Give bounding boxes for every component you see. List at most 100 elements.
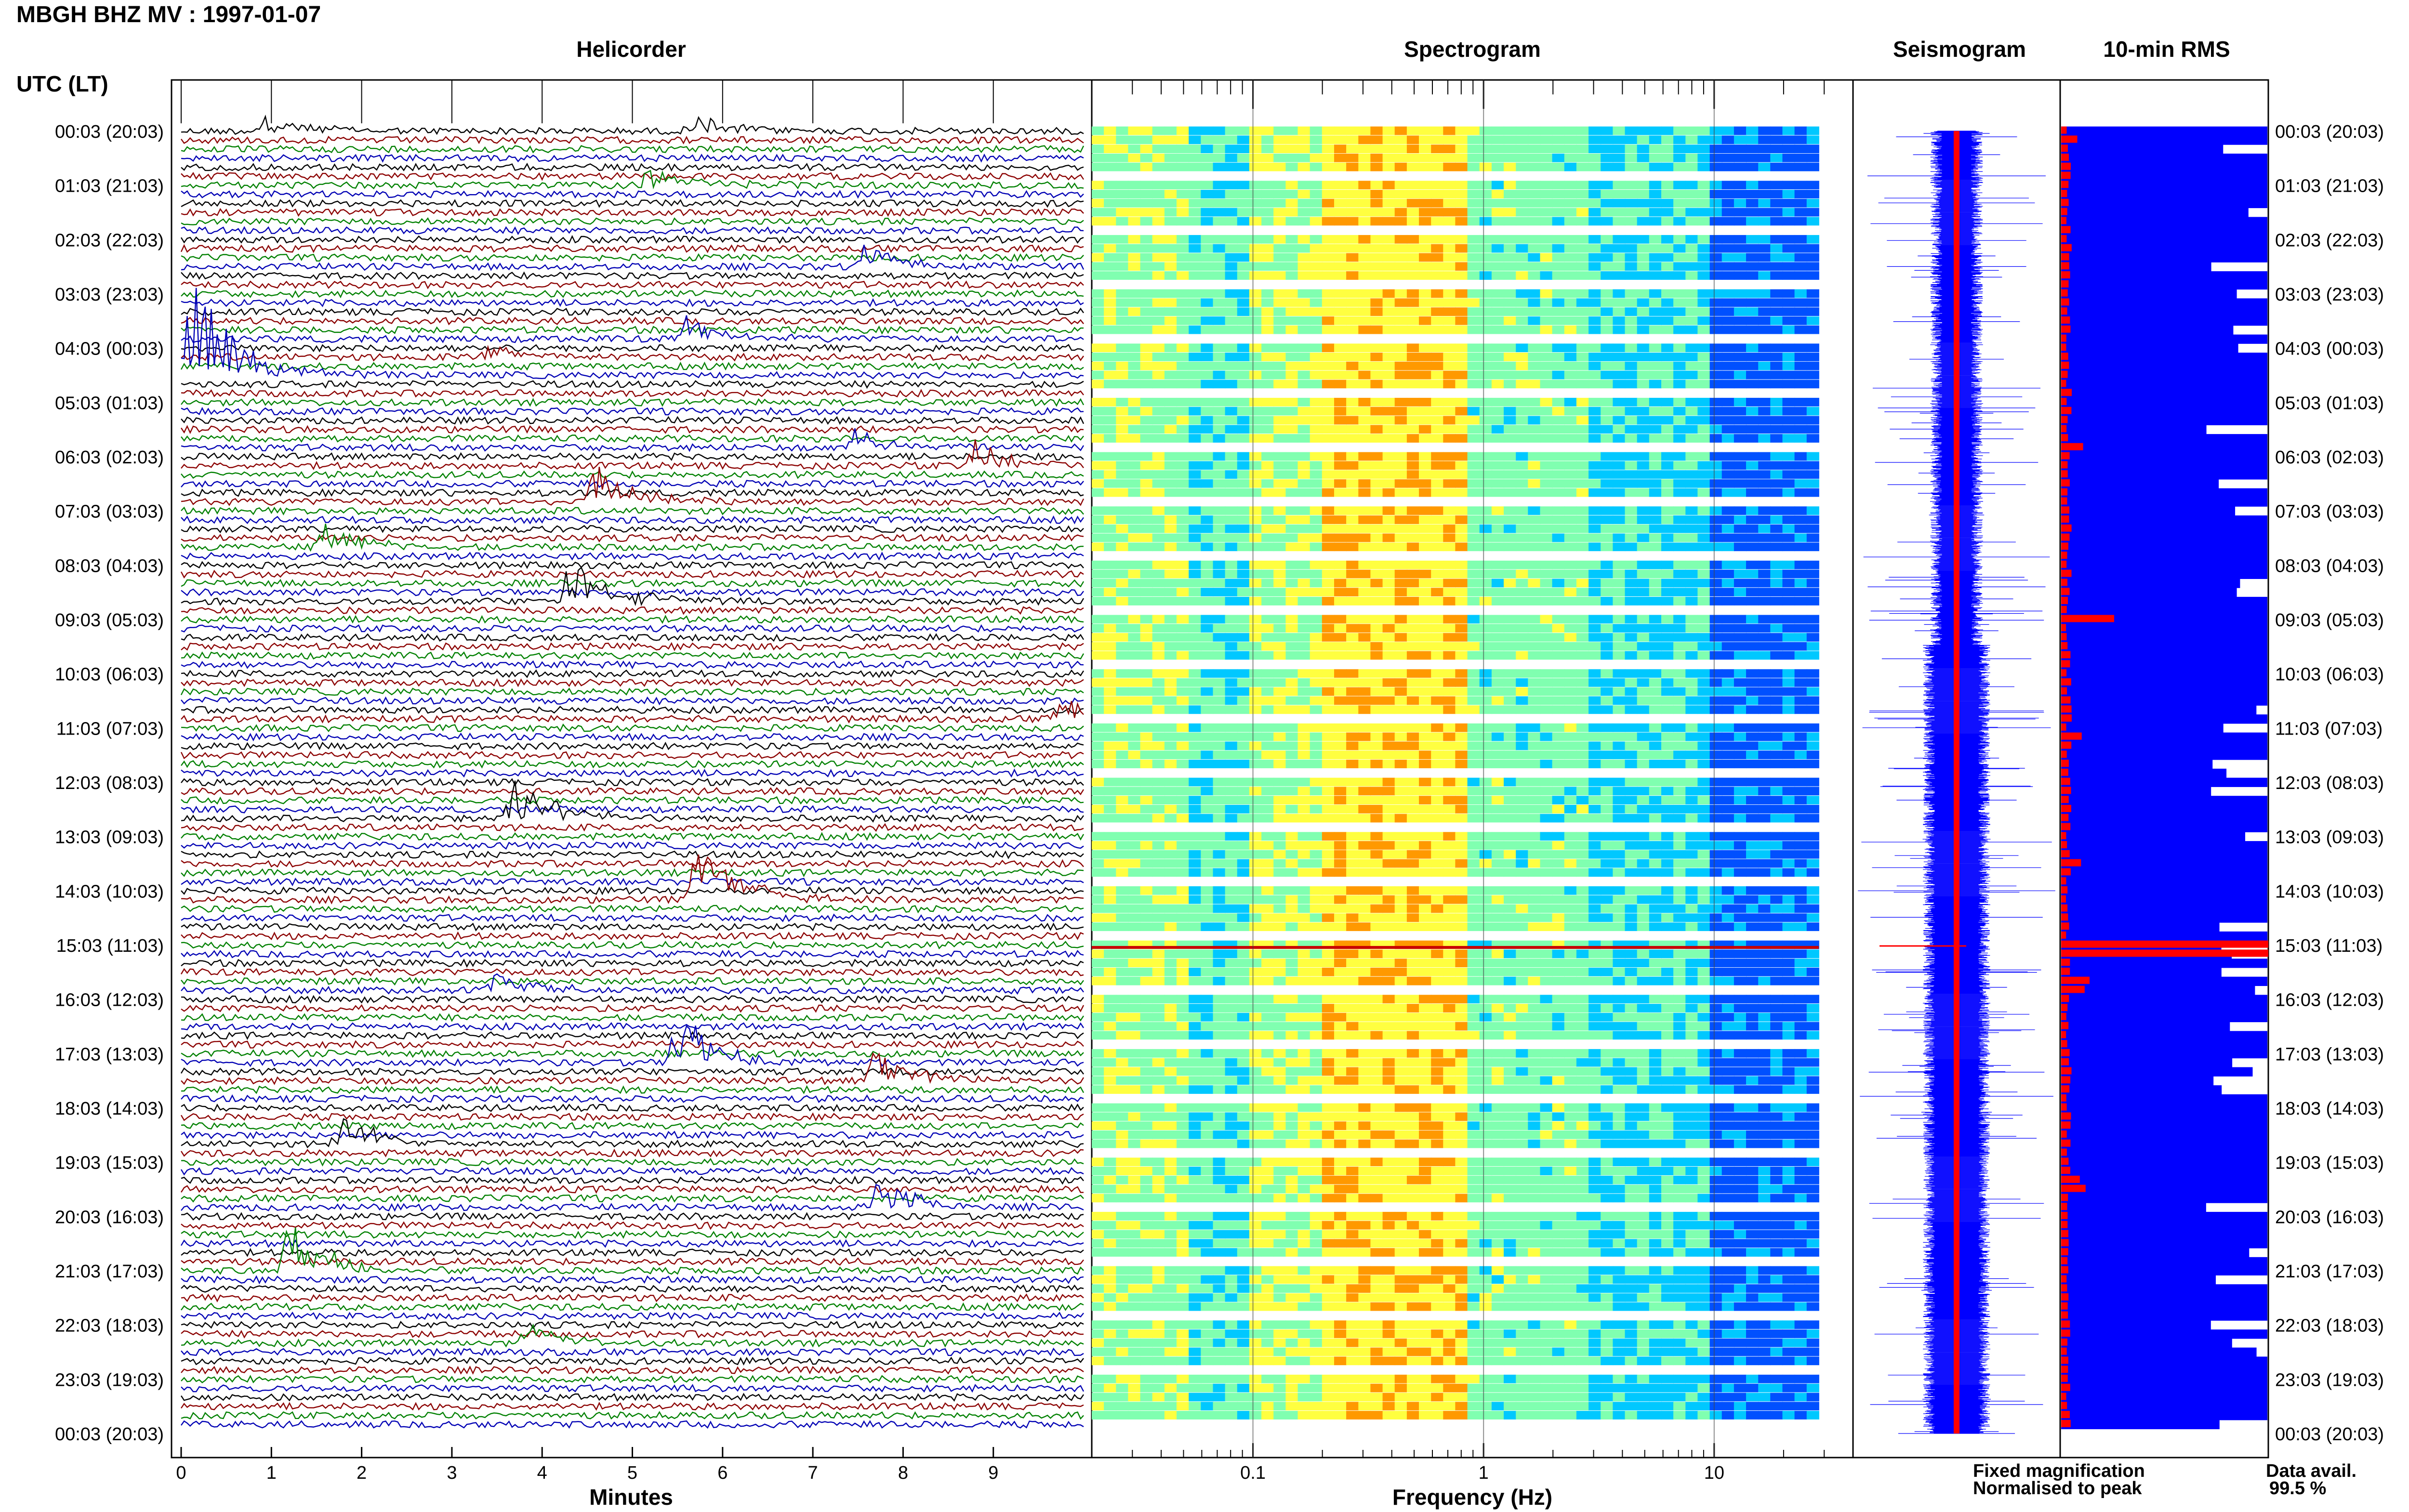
- spectrogram-cell: [1770, 488, 1783, 497]
- spectrogram-cell: [1152, 524, 1165, 533]
- spectrogram-cell: [1467, 126, 1480, 135]
- spectrogram-cell: [1261, 353, 1274, 361]
- spectrogram-cell: [1177, 198, 1190, 208]
- spectrogram-cell: [1152, 434, 1165, 443]
- spectrogram-cell: [1782, 262, 1795, 271]
- spectrogram-cell: [1709, 370, 1722, 380]
- spectrogram-cell: [1189, 515, 1202, 524]
- spectrogram-cell: [1249, 407, 1262, 416]
- spectrogram-cell: [1540, 723, 1553, 732]
- spectrogram-cell: [1746, 316, 1759, 325]
- spectrogram-cell: [1346, 750, 1359, 760]
- spectrogram-cell: [1273, 397, 1286, 407]
- spectrogram-cell: [1601, 262, 1614, 271]
- spectrogram-cell: [1661, 615, 1674, 624]
- spectrogram-cell: [1092, 633, 1105, 642]
- spectrogram-cell: [1782, 651, 1795, 660]
- spectrogram-cell: [1467, 922, 1480, 931]
- spectrogram-cell: [1201, 904, 1214, 913]
- helicorder-trace: [181, 1366, 1084, 1375]
- spectrogram-cell: [1140, 569, 1153, 579]
- spectrogram-cell: [1588, 687, 1602, 696]
- spectrogram-cell: [1273, 542, 1286, 552]
- spectrogram-cell: [1322, 560, 1335, 569]
- spectrogram-cell: [1297, 642, 1310, 651]
- spectrogram-cell: [1177, 841, 1190, 850]
- spectrogram-cell: [1297, 913, 1310, 922]
- spectrogram-cell: [1770, 434, 1783, 443]
- helicorder-trace: [181, 579, 1085, 588]
- spectrogram-cell: [1358, 569, 1371, 579]
- spectrogram-cell: [1734, 560, 1747, 569]
- spectrogram-cell: [1116, 560, 1129, 569]
- spectrogram-cell: [1140, 696, 1153, 705]
- spectrogram-cell: [1370, 198, 1383, 208]
- spectrogram-cell: [1249, 262, 1262, 271]
- spectrogram-cell: [1491, 533, 1504, 542]
- spectrogram-cell: [1104, 434, 1117, 443]
- spectrogram-cell: [1625, 597, 1638, 605]
- spectrogram-cell: [1649, 524, 1662, 533]
- spectrogram-cell: [1164, 126, 1177, 135]
- spectrogram-cell: [1213, 416, 1226, 425]
- spectrogram-cell: [1382, 343, 1395, 353]
- spectrogram-cell: [1297, 886, 1310, 895]
- spectrogram-cell: [1625, 588, 1638, 597]
- spectrogram-cell: [1419, 787, 1432, 796]
- spectrogram-cell: [1552, 271, 1565, 280]
- spectrogram-cell: [1092, 642, 1105, 651]
- spectrogram-cell: [1189, 235, 1202, 244]
- spectrogram-cell: [1431, 235, 1444, 244]
- spectrogram-cell: [1661, 533, 1674, 542]
- spectrogram-cell: [1625, 723, 1638, 732]
- spectrogram-cell: [1794, 678, 1807, 687]
- spectrogram-cell: [1649, 316, 1662, 325]
- spectrogram-cell: [1225, 361, 1238, 370]
- spectrogram-cell: [1189, 588, 1202, 597]
- helicorder-trace: [180, 235, 1084, 244]
- spectrogram-cell: [1625, 307, 1638, 316]
- spectrogram-cell: [1273, 760, 1286, 768]
- spectrogram-cell: [1479, 235, 1492, 244]
- spectrogram-cell: [1419, 696, 1432, 705]
- spectrogram-cell: [1661, 135, 1674, 145]
- spectrogram-cell: [1406, 651, 1419, 660]
- spectrogram-cell: [1564, 895, 1577, 904]
- y-tick-label-right: 10:03 (06:03): [2275, 665, 2384, 685]
- spectrogram-cell: [1516, 832, 1529, 841]
- spectrogram-cell: [1237, 624, 1250, 633]
- spectrogram-cell: [1394, 741, 1407, 750]
- spectrogram-cell: [1334, 370, 1347, 380]
- spectrogram-cell: [1673, 153, 1686, 162]
- spectrogram-cell: [1588, 913, 1602, 922]
- spectrogram-cell: [1601, 669, 1614, 678]
- spectrogram-cell: [1649, 642, 1662, 651]
- spectrogram-cell: [1758, 542, 1771, 552]
- spectrogram-cell: [1237, 904, 1250, 913]
- spectrogram-cell: [1419, 615, 1432, 624]
- spectrogram-cell: [1649, 416, 1662, 425]
- y-tick-label-left: 00:03 (20:03): [55, 122, 164, 142]
- spectrogram-cell: [1661, 452, 1674, 461]
- spectrogram-cell: [1576, 316, 1589, 325]
- spectrogram-cell: [1346, 271, 1359, 280]
- spectrogram-cell: [1673, 723, 1686, 732]
- spectrogram-cell: [1237, 615, 1250, 624]
- spectrogram-cell: [1104, 560, 1117, 569]
- spectrogram-cell: [1455, 488, 1468, 497]
- spectrogram-cell: [1540, 506, 1553, 515]
- spectrogram-cell: [1225, 126, 1238, 135]
- spectrogram-cell: [1225, 470, 1238, 479]
- spectrogram-cell: [1394, 461, 1407, 470]
- spectrogram-cell: [1552, 289, 1565, 298]
- spectrogram-cell: [1092, 253, 1105, 262]
- spectrogram-cell: [1322, 678, 1335, 687]
- spectrogram-cell: [1625, 859, 1638, 868]
- spectrogram-cell: [1637, 868, 1650, 877]
- spectrogram-cell: [1249, 615, 1262, 624]
- spectrogram-cell: [1709, 633, 1722, 642]
- spectrogram-cell: [1310, 397, 1323, 407]
- spectrogram-cell: [1564, 922, 1577, 931]
- spectrogram-cell: [1782, 760, 1795, 768]
- spectrogram-cell: [1322, 235, 1335, 244]
